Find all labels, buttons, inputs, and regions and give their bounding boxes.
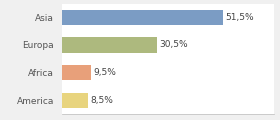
- Bar: [62, 37, 157, 53]
- Text: 30,5%: 30,5%: [160, 41, 188, 49]
- Text: 8,5%: 8,5%: [91, 96, 114, 105]
- Bar: [62, 10, 223, 25]
- Bar: [62, 93, 88, 108]
- Bar: [62, 65, 91, 80]
- Text: 51,5%: 51,5%: [225, 13, 254, 22]
- Text: 9,5%: 9,5%: [94, 68, 117, 77]
